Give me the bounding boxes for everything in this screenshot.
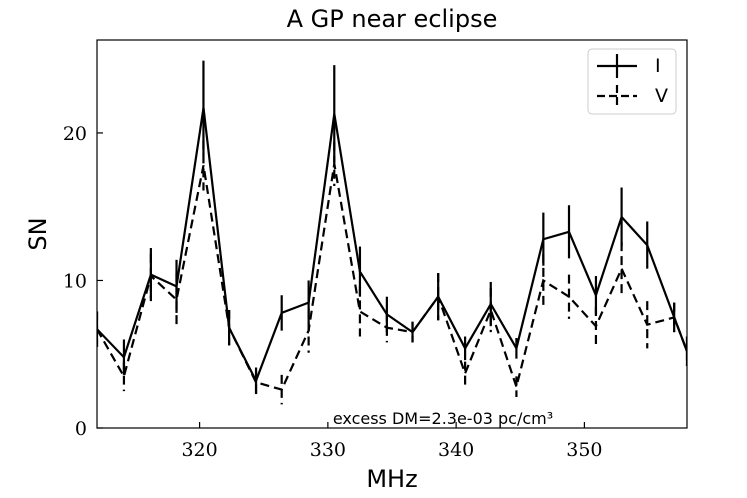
- chart-title: A GP near eclipse: [287, 5, 498, 33]
- y-tick-label: 20: [63, 123, 87, 145]
- x-tick-label: 330: [310, 439, 346, 461]
- x-tick-label: 350: [566, 439, 602, 461]
- y-tick-label: 10: [63, 270, 87, 292]
- axis-ticks: 320 330 340 350 0 10 20: [63, 123, 603, 461]
- series-group: [97, 60, 687, 405]
- x-tick-label: 320: [181, 439, 217, 461]
- y-axis-label: SN: [24, 217, 52, 250]
- plot-area: 320 330 340 350 0 10 20: [63, 39, 688, 461]
- y-tick-label: 0: [75, 418, 87, 440]
- legend-label-i: I: [655, 55, 661, 77]
- legend-label-v: V: [655, 85, 668, 107]
- series-line-v: [97, 163, 687, 391]
- excess-dm-annotation: excess DM=2.3e-03 pc/cm³: [333, 409, 553, 428]
- x-tick-label: 340: [438, 439, 474, 461]
- x-axis-label: MHz: [366, 465, 417, 493]
- legend: I V: [587, 48, 677, 115]
- series-line-i: [97, 107, 687, 384]
- plot-frame: [96, 39, 688, 429]
- series-v: [97, 140, 687, 405]
